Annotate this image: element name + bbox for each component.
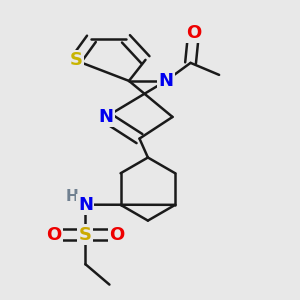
Text: O: O bbox=[186, 24, 201, 42]
Text: O: O bbox=[46, 226, 62, 244]
Text: N: N bbox=[78, 196, 93, 214]
Text: S: S bbox=[79, 226, 92, 244]
Text: N: N bbox=[98, 108, 113, 126]
Text: S: S bbox=[69, 52, 82, 70]
Text: H: H bbox=[65, 189, 78, 204]
Text: O: O bbox=[109, 226, 124, 244]
Text: N: N bbox=[158, 72, 173, 90]
